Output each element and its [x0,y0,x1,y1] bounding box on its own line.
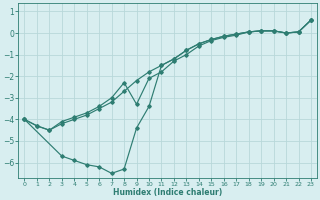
X-axis label: Humidex (Indice chaleur): Humidex (Indice chaleur) [113,188,222,197]
